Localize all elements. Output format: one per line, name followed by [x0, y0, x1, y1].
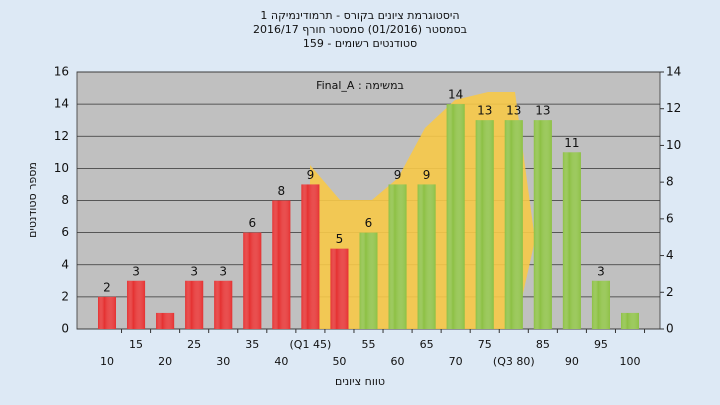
bar	[243, 232, 262, 329]
bar	[621, 312, 639, 329]
y2-tick-label: 0	[666, 322, 674, 336]
y2-tick-label: 4	[666, 248, 674, 262]
x-tick-label: 25	[187, 338, 201, 351]
value-label: 3	[190, 264, 198, 278]
bar	[504, 120, 523, 329]
value-label: 6	[248, 216, 256, 230]
value-label: 13	[535, 104, 550, 118]
x-tick-label: 65	[420, 338, 434, 351]
value-label: 13	[477, 104, 492, 118]
value-label: 9	[423, 168, 431, 182]
value-label: 2	[103, 280, 111, 294]
bar	[388, 184, 407, 329]
y-tick-label: 6	[61, 225, 69, 239]
x-tick-label: 50	[332, 355, 346, 368]
bar	[185, 280, 204, 329]
value-label: 3	[597, 264, 605, 278]
y-tick-label: 4	[61, 257, 69, 271]
y2-tick-label: 12	[666, 101, 681, 115]
bar	[533, 120, 552, 329]
bar	[98, 296, 116, 329]
x-tick-label: 75	[478, 338, 492, 351]
bar	[272, 200, 291, 329]
bar	[446, 104, 465, 329]
y-tick-label: 16	[54, 65, 69, 79]
x-tick-label: 85	[536, 338, 550, 351]
y2-tick-label: 2	[666, 285, 674, 299]
bar	[214, 280, 233, 329]
y2-tick-label: 6	[666, 211, 674, 225]
x-tick-label: 95	[594, 338, 608, 351]
x-axis-label: טווח ציונים	[335, 375, 385, 388]
bar	[417, 184, 436, 329]
x-tick-label: 40	[274, 355, 288, 368]
bar	[359, 232, 378, 329]
bar	[156, 312, 175, 329]
x-tick-label: 30	[216, 355, 230, 368]
annotation: Final_A : במשימה	[316, 79, 404, 92]
value-label: 3	[219, 264, 227, 278]
value-label: 9	[307, 168, 315, 182]
x-tick-label: 35	[245, 338, 259, 351]
x-tick-label: (Q1 45)	[290, 338, 332, 351]
y2-tick-label: 8	[666, 175, 674, 189]
y-tick-label: 10	[54, 161, 69, 175]
y-tick-label: 8	[61, 193, 69, 207]
value-label: 5	[336, 232, 344, 246]
x-tick-label: 60	[391, 355, 405, 368]
x-tick-label: 70	[449, 355, 463, 368]
bar	[591, 280, 610, 329]
bar	[330, 248, 349, 329]
value-label: 3	[132, 264, 140, 278]
value-label: 8	[278, 184, 286, 198]
y-tick-label: 2	[61, 289, 69, 303]
chart-title: היסטוגרמת ציונים בקורס - תרמודינמיקה 1	[260, 9, 459, 22]
value-label: 6	[365, 216, 373, 230]
value-label: 9	[394, 168, 402, 182]
x-tick-label: 10	[100, 355, 114, 368]
bar	[127, 280, 146, 329]
chart-subtitle: בסמסטר (01/2016) סמסטר חורף 2016/17	[253, 23, 467, 36]
x-tick-label: 90	[565, 355, 579, 368]
y-tick-label: 14	[54, 97, 69, 111]
y-tick-label: 12	[54, 129, 69, 143]
y2-tick-label: 14	[666, 65, 681, 79]
x-tick-label: (Q3 80)	[493, 355, 535, 368]
y-tick-label: 0	[61, 322, 69, 336]
y-axis-label: מספר סטודנטים	[26, 162, 39, 238]
y2-tick-label: 10	[666, 138, 681, 152]
value-label: 13	[506, 104, 521, 118]
bar	[301, 184, 320, 329]
x-tick-label: 55	[362, 338, 376, 351]
value-label: 14	[448, 88, 463, 102]
x-tick-label: 20	[158, 355, 172, 368]
bar	[475, 120, 494, 329]
x-tick-label: 100	[620, 355, 641, 368]
bar	[562, 152, 581, 329]
value-label: 11	[564, 136, 579, 150]
chart-subtitle: סטודנטים רשומים - 159	[303, 37, 417, 50]
x-tick-label: 15	[129, 338, 143, 351]
